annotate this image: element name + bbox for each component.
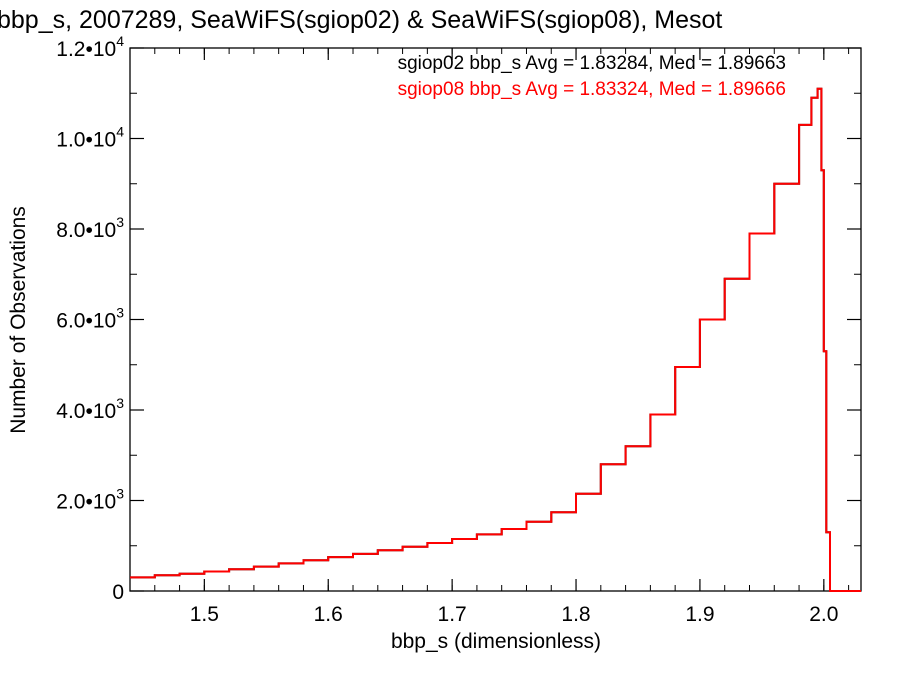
chart-title: bbp_s, 2007289, SeaWiFS(sgiop02) & SeaWi…	[0, 6, 722, 34]
y-tick-label: 1.0•104	[56, 124, 124, 152]
x-tick-label: 1.7	[438, 603, 467, 626]
histogram-series-0	[130, 87, 861, 592]
x-tick-label: 1.6	[314, 603, 343, 626]
y-tick-exponent: 3	[116, 486, 124, 502]
x-axis-ticks: 1.5 1.6 1.7 1.8 1.9 2.0	[129, 48, 850, 626]
y-tick-label: 2.0•103	[56, 486, 124, 514]
x-axis-label: bbp_s (dimensionless)	[391, 630, 601, 653]
y-tick-label: 1.2•104	[56, 33, 124, 61]
y-tick-mantissa: 4.0•10	[56, 400, 116, 423]
plot-frame	[129, 47, 862, 592]
y-tick-exponent: 4	[116, 33, 124, 49]
y-tick-mantissa: 1.2•10	[56, 38, 116, 61]
y-tick-mantissa: 1.0•10	[56, 129, 116, 152]
x-tick-label: 1.9	[685, 603, 714, 626]
y-tick-mantissa: 0	[112, 581, 124, 604]
y-axis-ticks: 02.0•1034.0•1036.0•1038.0•1031.0•1041.2•…	[56, 33, 861, 604]
y-tick-mantissa: 8.0•10	[56, 219, 116, 242]
series-layer	[130, 87, 861, 592]
y-tick-label: 4.0•103	[56, 395, 124, 423]
y-tick-label: 8.0•103	[56, 214, 124, 242]
y-tick-mantissa: 2.0•10	[56, 491, 116, 514]
histogram-series-1	[130, 87, 861, 592]
y-axis-label: Number of Observations	[7, 206, 30, 434]
x-tick-label: 2.0	[809, 603, 838, 626]
x-tick-label: 1.8	[561, 603, 590, 626]
annotation-sgiop08: sgiop08 bbp_s Avg = 1.83324, Med = 1.896…	[398, 79, 786, 100]
annotation-sgiop02: sgiop02 bbp_s Avg = 1.83284, Med = 1.896…	[398, 53, 786, 74]
y-tick-exponent: 3	[116, 305, 124, 321]
x-tick-label: 1.5	[190, 603, 219, 626]
y-tick-exponent: 4	[116, 124, 124, 140]
y-tick-label: 6.0•103	[56, 305, 124, 333]
y-tick-label: 0	[112, 581, 124, 604]
y-tick-mantissa: 6.0•10	[56, 310, 116, 333]
y-tick-exponent: 3	[116, 214, 124, 230]
y-tick-exponent: 3	[116, 395, 124, 411]
